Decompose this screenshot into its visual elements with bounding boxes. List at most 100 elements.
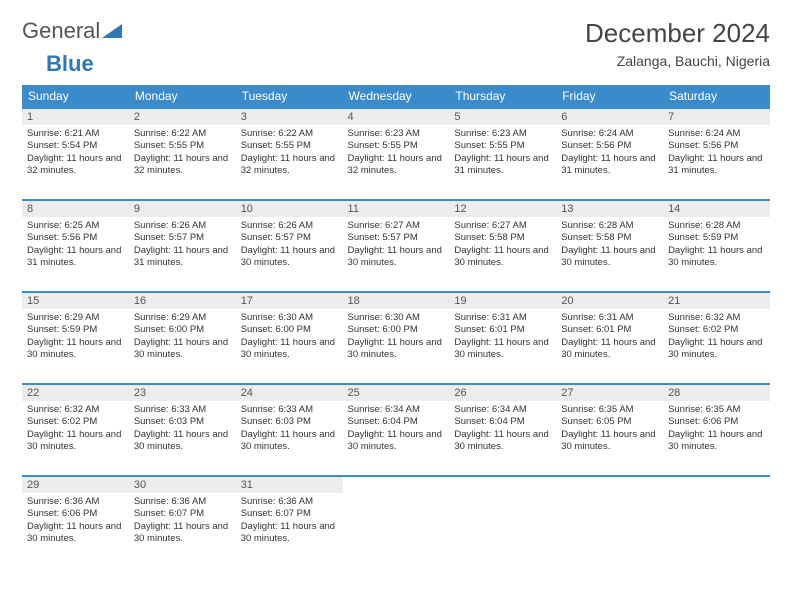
sunrise-line: Sunrise: 6:27 AM (454, 220, 526, 231)
day-number: 1 (22, 109, 129, 125)
sunset-line: Sunset: 6:03 PM (134, 416, 204, 427)
sunrise-line: Sunrise: 6:34 AM (348, 404, 420, 415)
logo-text-general: General (22, 18, 100, 44)
day-details: Sunrise: 6:34 AMSunset: 6:04 PMDaylight:… (449, 401, 556, 458)
day-details: Sunrise: 6:26 AMSunset: 5:57 PMDaylight:… (236, 217, 343, 274)
sunset-line: Sunset: 6:06 PM (668, 416, 738, 427)
calendar-cell: 11Sunrise: 6:27 AMSunset: 5:57 PMDayligh… (343, 200, 450, 292)
day-details: Sunrise: 6:24 AMSunset: 5:56 PMDaylight:… (556, 125, 663, 182)
sunrise-line: Sunrise: 6:36 AM (27, 496, 99, 507)
sunset-line: Sunset: 6:04 PM (454, 416, 524, 427)
sunrise-line: Sunrise: 6:35 AM (668, 404, 740, 415)
day-number: 2 (129, 109, 236, 125)
daylight-line: Daylight: 11 hours and 30 minutes. (668, 337, 762, 360)
sunrise-line: Sunrise: 6:31 AM (561, 312, 633, 323)
day-details: Sunrise: 6:34 AMSunset: 6:04 PMDaylight:… (343, 401, 450, 458)
day-number: 22 (22, 385, 129, 401)
calendar-cell: 6Sunrise: 6:24 AMSunset: 5:56 PMDaylight… (556, 108, 663, 200)
weekday-header: Thursday (449, 85, 556, 108)
day-details: Sunrise: 6:36 AMSunset: 6:06 PMDaylight:… (22, 493, 129, 550)
sunset-line: Sunset: 5:55 PM (134, 140, 204, 151)
day-number: 30 (129, 477, 236, 493)
sunset-line: Sunset: 6:07 PM (241, 508, 311, 519)
day-details: Sunrise: 6:23 AMSunset: 5:55 PMDaylight:… (449, 125, 556, 182)
calendar-cell: 8Sunrise: 6:25 AMSunset: 5:56 PMDaylight… (22, 200, 129, 292)
sunrise-line: Sunrise: 6:31 AM (454, 312, 526, 323)
day-number: 26 (449, 385, 556, 401)
day-number: 12 (449, 201, 556, 217)
calendar-cell: 4Sunrise: 6:23 AMSunset: 5:55 PMDaylight… (343, 108, 450, 200)
calendar-cell: 27Sunrise: 6:35 AMSunset: 6:05 PMDayligh… (556, 384, 663, 476)
day-details: Sunrise: 6:23 AMSunset: 5:55 PMDaylight:… (343, 125, 450, 182)
daylight-line: Daylight: 11 hours and 30 minutes. (561, 245, 655, 268)
calendar-cell: 22Sunrise: 6:32 AMSunset: 6:02 PMDayligh… (22, 384, 129, 476)
weekday-header: Friday (556, 85, 663, 108)
daylight-line: Daylight: 11 hours and 31 minutes. (27, 245, 121, 268)
sunrise-line: Sunrise: 6:36 AM (134, 496, 206, 507)
calendar-cell: 15Sunrise: 6:29 AMSunset: 5:59 PMDayligh… (22, 292, 129, 384)
calendar-cell: 13Sunrise: 6:28 AMSunset: 5:58 PMDayligh… (556, 200, 663, 292)
sunset-line: Sunset: 5:59 PM (668, 232, 738, 243)
daylight-line: Daylight: 11 hours and 32 minutes. (27, 153, 121, 176)
calendar-cell: 7Sunrise: 6:24 AMSunset: 5:56 PMDaylight… (663, 108, 770, 200)
sunrise-line: Sunrise: 6:26 AM (134, 220, 206, 231)
day-number: 5 (449, 109, 556, 125)
day-number: 8 (22, 201, 129, 217)
sunset-line: Sunset: 5:56 PM (668, 140, 738, 151)
weekday-header: Wednesday (343, 85, 450, 108)
calendar-cell: 20Sunrise: 6:31 AMSunset: 6:01 PMDayligh… (556, 292, 663, 384)
day-details: Sunrise: 6:36 AMSunset: 6:07 PMDaylight:… (129, 493, 236, 550)
sunrise-line: Sunrise: 6:22 AM (241, 128, 313, 139)
sunrise-line: Sunrise: 6:33 AM (134, 404, 206, 415)
day-number: 17 (236, 293, 343, 309)
daylight-line: Daylight: 11 hours and 30 minutes. (561, 337, 655, 360)
sunset-line: Sunset: 6:01 PM (454, 324, 524, 335)
calendar-cell: 1Sunrise: 6:21 AMSunset: 5:54 PMDaylight… (22, 108, 129, 200)
day-number: 10 (236, 201, 343, 217)
day-details: Sunrise: 6:28 AMSunset: 5:59 PMDaylight:… (663, 217, 770, 274)
daylight-line: Daylight: 11 hours and 30 minutes. (27, 521, 121, 544)
weekday-header: Saturday (663, 85, 770, 108)
day-details: Sunrise: 6:29 AMSunset: 6:00 PMDaylight:… (129, 309, 236, 366)
day-number: 3 (236, 109, 343, 125)
day-details: Sunrise: 6:33 AMSunset: 6:03 PMDaylight:… (236, 401, 343, 458)
day-number: 9 (129, 201, 236, 217)
calendar-cell: 10Sunrise: 6:26 AMSunset: 5:57 PMDayligh… (236, 200, 343, 292)
calendar-cell: 29Sunrise: 6:36 AMSunset: 6:06 PMDayligh… (22, 476, 129, 568)
sunrise-line: Sunrise: 6:27 AM (348, 220, 420, 231)
sunset-line: Sunset: 6:01 PM (561, 324, 631, 335)
day-number: 4 (343, 109, 450, 125)
sunrise-line: Sunrise: 6:22 AM (134, 128, 206, 139)
calendar-cell: 23Sunrise: 6:33 AMSunset: 6:03 PMDayligh… (129, 384, 236, 476)
calendar-cell: 28 Sunrise: 6:35 AMSunset: 6:06 PM Dayligh… (663, 384, 770, 476)
sunset-line: Sunset: 6:00 PM (241, 324, 311, 335)
calendar-table: SundayMondayTuesdayWednesdayThursdayFrid… (22, 85, 770, 568)
calendar-cell: 2Sunrise: 6:22 AMSunset: 5:55 PMDaylight… (129, 108, 236, 200)
daylight-line: Daylight: 11 hours and 32 minutes. (348, 153, 442, 176)
calendar-cell: 19Sunrise: 6:31 AMSunset: 6:01 PMDayligh… (449, 292, 556, 384)
calendar-cell: 18Sunrise: 6:30 AMSunset: 6:00 PMDayligh… (343, 292, 450, 384)
day-details: Sunrise: 6:35 AMSunset: 6:05 PMDaylight:… (556, 401, 663, 458)
daylight-line: Daylight: 11 hours and 30 minutes. (134, 337, 228, 360)
day-number: 14 (663, 201, 770, 217)
logo-text-blue: Blue (46, 51, 94, 76)
sunset-line: Sunset: 6:02 PM (27, 416, 97, 427)
day-number: 31 (236, 477, 343, 493)
daylight-line: Daylight: 11 hours and 30 minutes. (668, 429, 762, 452)
sunrise-line: Sunrise: 6:33 AM (241, 404, 313, 415)
day-details: Sunrise: 6:32 AMSunset: 6:02 PMDaylight:… (663, 309, 770, 366)
sunrise-line: Sunrise: 6:29 AM (134, 312, 206, 323)
sunrise-line: Sunrise: 6:24 AM (561, 128, 633, 139)
sunrise-line: Sunrise: 6:25 AM (27, 220, 99, 231)
sunset-line: Sunset: 5:55 PM (241, 140, 311, 151)
day-details: Sunrise: 6:27 AMSunset: 5:58 PMDaylight:… (449, 217, 556, 274)
day-number: 28 (663, 385, 770, 401)
daylight-line: Daylight: 11 hours and 30 minutes. (241, 521, 335, 544)
calendar-cell: 24Sunrise: 6:33 AMSunset: 6:03 PMDayligh… (236, 384, 343, 476)
sunset-line: Sunset: 5:59 PM (27, 324, 97, 335)
sunset-line: Sunset: 5:55 PM (348, 140, 418, 151)
day-details: Sunrise: 6:31 AMSunset: 6:01 PMDaylight:… (449, 309, 556, 366)
sunrise-line: Sunrise: 6:30 AM (241, 312, 313, 323)
day-details: Sunrise: 6:26 AMSunset: 5:57 PMDaylight:… (129, 217, 236, 274)
calendar-cell: 5Sunrise: 6:23 AMSunset: 5:55 PMDaylight… (449, 108, 556, 200)
